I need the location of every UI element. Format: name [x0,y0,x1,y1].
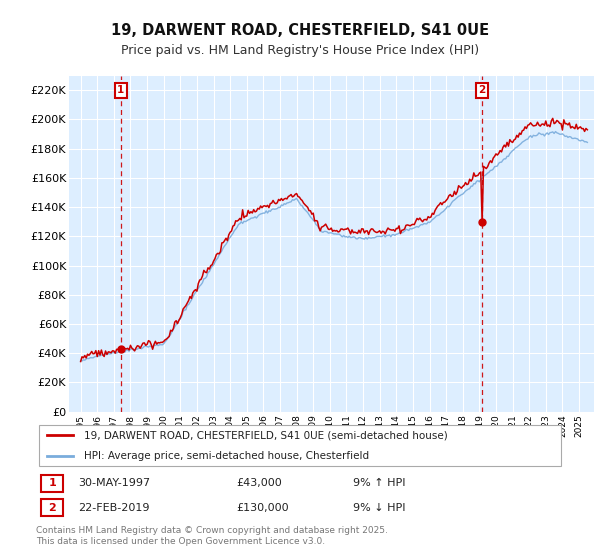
Text: 2: 2 [49,502,56,512]
Text: 30-MAY-1997: 30-MAY-1997 [78,478,151,488]
Text: 1: 1 [117,85,124,95]
FancyBboxPatch shape [41,499,64,516]
FancyBboxPatch shape [41,475,64,492]
Text: 9% ↑ HPI: 9% ↑ HPI [353,478,406,488]
Text: 22-FEB-2019: 22-FEB-2019 [78,502,150,512]
Text: 19, DARWENT ROAD, CHESTERFIELD, S41 0UE: 19, DARWENT ROAD, CHESTERFIELD, S41 0UE [111,24,489,38]
Text: 19, DARWENT ROAD, CHESTERFIELD, S41 0UE (semi-detached house): 19, DARWENT ROAD, CHESTERFIELD, S41 0UE … [83,430,447,440]
Text: 9% ↓ HPI: 9% ↓ HPI [353,502,406,512]
Text: £130,000: £130,000 [236,502,289,512]
Text: 1: 1 [49,478,56,488]
Text: 2: 2 [479,85,486,95]
Text: HPI: Average price, semi-detached house, Chesterfield: HPI: Average price, semi-detached house,… [83,450,368,460]
FancyBboxPatch shape [38,424,562,466]
Text: Contains HM Land Registry data © Crown copyright and database right 2025.
This d: Contains HM Land Registry data © Crown c… [36,526,388,546]
Text: £43,000: £43,000 [236,478,283,488]
Text: Price paid vs. HM Land Registry's House Price Index (HPI): Price paid vs. HM Land Registry's House … [121,44,479,57]
